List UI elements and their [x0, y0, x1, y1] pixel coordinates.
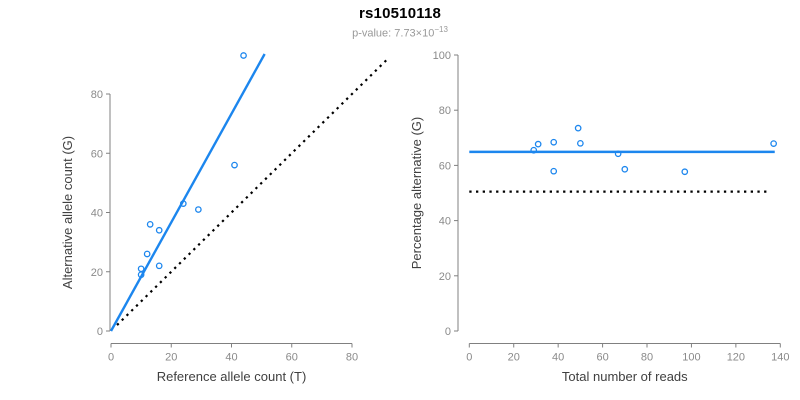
- data-point: [550, 167, 558, 175]
- data-point: [240, 52, 247, 59]
- x-tick-label: 0: [108, 352, 114, 364]
- y-tick-label: 0: [97, 326, 103, 338]
- left-scatter-plot: 0 20 40 60 80 0 20 40 60 80 Reference allele count…: [60, 52, 389, 384]
- data-point: [574, 124, 582, 132]
- identity-line: [116, 57, 389, 326]
- p-value-exponent: −13: [434, 25, 448, 34]
- data-point: [614, 150, 622, 158]
- data-point: [530, 146, 538, 154]
- data-point: [550, 138, 558, 146]
- data-point: [621, 165, 629, 173]
- data-point: [195, 206, 202, 213]
- x-axis-title: Total number of reads: [562, 369, 688, 384]
- p-value-base: p-value: 7.73×10: [352, 27, 435, 40]
- x-tick-label: 0: [466, 352, 472, 364]
- y-tick-label: 100: [433, 50, 451, 62]
- y-tick-label: 20: [91, 267, 103, 279]
- data-point: [155, 226, 163, 234]
- data-point: [143, 250, 151, 258]
- y-tick-label: 0: [445, 326, 451, 338]
- data-point: [179, 200, 187, 207]
- x-tick-label: 20: [165, 352, 177, 364]
- data-point: [231, 161, 238, 169]
- y-tick-label: 40: [91, 208, 103, 220]
- y-tick-label: 80: [439, 105, 451, 117]
- x-tick-label: 20: [508, 352, 520, 364]
- y-tick-label: 60: [91, 148, 103, 160]
- x-tick-label: 80: [641, 352, 653, 364]
- fit-line: [109, 53, 266, 332]
- data-point: [534, 140, 542, 148]
- right-scatter-plot: 0 20 40 60 80 100 0 20 40 60 80 100 120 140 Total numb…: [409, 50, 789, 384]
- x-tick-label: 40: [552, 352, 564, 364]
- p-value-subtitle: p-value: 7.73×10−13: [0, 25, 800, 40]
- x-tick-label: 60: [596, 352, 608, 364]
- x-tick-label: 60: [286, 352, 298, 364]
- x-tick-label: 40: [225, 352, 237, 364]
- y-tick-label: 60: [439, 160, 451, 172]
- y-tick-label: 40: [439, 216, 451, 228]
- data-point: [137, 265, 145, 273]
- data-point: [770, 140, 777, 147]
- y-axis-title: Percentage alternative (G): [409, 117, 424, 269]
- y-axis-title: Alternative allele count (G): [60, 136, 75, 289]
- y-tick-label: 80: [91, 89, 103, 101]
- x-tick-label: 80: [346, 352, 358, 364]
- x-tick-label: 140: [771, 352, 789, 364]
- figure-title: rs10510118: [358, 5, 442, 22]
- x-tick-label: 120: [727, 352, 745, 364]
- data-point: [146, 221, 154, 228]
- data-point: [577, 139, 584, 147]
- data-point: [155, 262, 163, 270]
- data-point: [681, 168, 689, 176]
- x-tick-label: 100: [682, 352, 700, 364]
- y-tick-label: 20: [439, 271, 451, 283]
- x-axis-title: Reference allele count (T): [157, 369, 307, 384]
